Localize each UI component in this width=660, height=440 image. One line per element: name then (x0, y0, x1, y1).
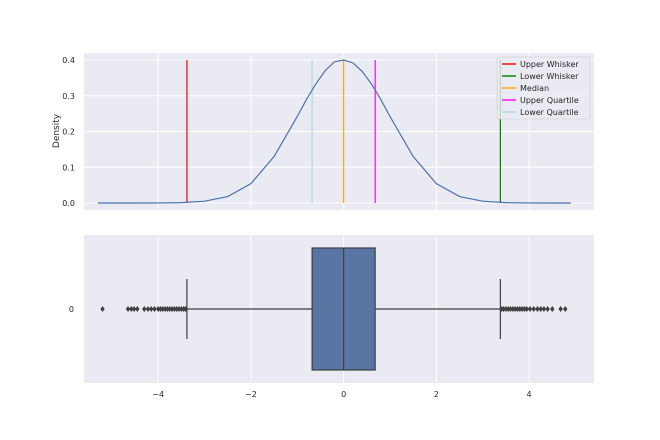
outlier-point (510, 306, 516, 312)
outlier-point (531, 306, 536, 312)
outlier-point (174, 306, 179, 312)
boxplot-panel: −4 −2 0 2 4 0 (69, 235, 594, 399)
outlier-point (183, 306, 188, 312)
outlier-point (538, 306, 543, 312)
outlier-point (149, 306, 154, 312)
boxplot-category-label: 0 (69, 305, 74, 314)
outlier-point (506, 306, 511, 312)
legend-label-upper-quartile: Upper Quartile (520, 96, 579, 105)
outlier-point (515, 306, 520, 312)
legend-label-median: Median (520, 84, 549, 93)
outlier-point (512, 306, 518, 312)
outlier-point (165, 306, 170, 312)
legend-label-upper-whisker: Upper Whisker (520, 60, 579, 69)
outlier-point (100, 306, 105, 312)
outlier-point (541, 306, 547, 312)
density-y-tick-label: 0.1 (62, 163, 75, 172)
outlier-point (152, 306, 157, 312)
legend: Upper Whisker Lower Whisker Median Upper Qu… (496, 56, 591, 120)
outlier-point (176, 306, 182, 312)
outlier-point (125, 306, 131, 312)
outlier-point (519, 306, 525, 312)
outlier-point (131, 306, 137, 312)
outlier-point (524, 306, 529, 312)
outlier-point (508, 306, 513, 312)
boxplot (100, 247, 568, 371)
x-tick-labels: −4 −2 0 2 4 (152, 390, 531, 399)
legend-frame (496, 56, 591, 120)
outlier-point (129, 306, 134, 312)
outlier-point (155, 306, 161, 312)
outlier-point (535, 306, 540, 312)
outlier-point (503, 306, 509, 312)
outlier-point (558, 306, 563, 312)
x-tick-label: 2 (434, 390, 439, 399)
density-y-ticks: 0.0 0.1 0.2 0.3 0.4 (62, 56, 75, 208)
outlier-point (142, 306, 147, 312)
outlier-point (145, 306, 151, 312)
density-y-tick-label: 0.3 (62, 92, 75, 101)
outlier-point (169, 306, 175, 312)
density-y-tick-label: 0.0 (62, 199, 75, 208)
outlier-point (522, 306, 527, 312)
x-tick-label: −2 (245, 390, 257, 399)
x-tick-label: −4 (152, 390, 164, 399)
outlier-point (550, 306, 555, 312)
outlier-point (135, 306, 140, 312)
outlier-point (517, 306, 523, 312)
density-y-tick-label: 0.2 (62, 128, 75, 137)
density-y-tick-label: 0.4 (62, 56, 75, 65)
outlier-point (545, 306, 550, 312)
outlier-point (563, 306, 568, 312)
density-y-axis-label: Density (52, 113, 62, 148)
density-curve (97, 59, 571, 204)
outlier-point (172, 306, 177, 312)
x-tick-label: 4 (527, 390, 532, 399)
outlier-point (167, 306, 172, 312)
outlier-point (162, 306, 168, 312)
outlier-point (527, 306, 533, 312)
outlier-point (179, 306, 184, 312)
legend-label-lower-quartile: Lower Quartile (520, 108, 579, 117)
outlier-point (501, 306, 506, 312)
reference-lines (186, 60, 501, 203)
outlier-point (158, 306, 163, 312)
outlier-point (160, 306, 166, 312)
density-panel: 0.0 0.1 0.2 0.3 0.4 Density Upper Whisker Low… (52, 53, 594, 210)
legend-label-lower-whisker: Lower Whisker (520, 72, 579, 81)
x-tick-label: 0 (341, 390, 346, 399)
